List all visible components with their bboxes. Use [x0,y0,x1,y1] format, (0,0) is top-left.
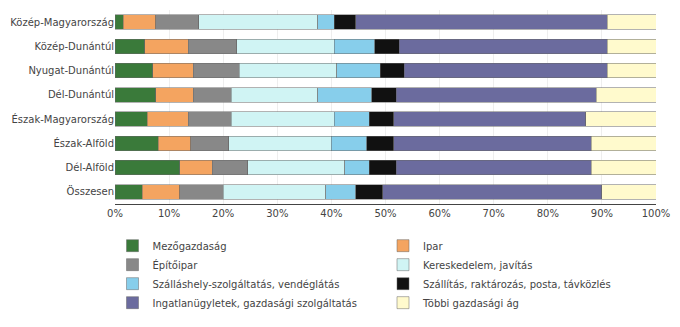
svg-text:Dél-Dunántúl: Dél-Dunántúl [48,89,114,100]
svg-text:70%: 70% [483,208,505,219]
svg-text:Dél-Alföld: Dél-Alföld [66,162,114,173]
svg-text:Közép-Magyarország: Közép-Magyarország [10,17,114,28]
svg-text:Észak-Alföld: Észak-Alföld [54,137,114,149]
svg-text:80%: 80% [537,208,559,219]
svg-text:Közép-Dunántúl: Közép-Dunántúl [35,41,114,52]
svg-text:60%: 60% [428,208,450,219]
svg-text:Kereskedelem, javítás: Kereskedelem, javítás [423,260,532,271]
svg-text:30%: 30% [266,208,288,219]
svg-text:Építőipar: Építőipar [153,259,199,271]
svg-text:Szállítás, raktározás, posta,: Szállítás, raktározás, posta, távközlés [423,279,611,290]
svg-text:50%: 50% [374,208,396,219]
svg-text:Ingatlanügyletek, gazdasági sz: Ingatlanügyletek, gazdasági szolgáltatás [153,298,357,309]
svg-text:Összesen: Összesen [67,185,114,197]
svg-text:0%: 0% [107,208,123,219]
svg-text:20%: 20% [212,208,234,219]
svg-text:Ipar: Ipar [423,241,443,252]
svg-text:Észak-Magyarország: Észak-Magyarország [11,113,114,125]
svg-text:Többi gazdasági ág: Többi gazdasági ág [422,298,519,309]
svg-text:10%: 10% [158,208,180,219]
svg-text:100%: 100% [642,208,671,219]
svg-text:90%: 90% [591,208,613,219]
svg-text:40%: 40% [320,208,342,219]
svg-text:Mezőgazdaság: Mezőgazdaság [153,241,227,252]
svg-text:Szálláshely-szolgáltatás, vend: Szálláshely-szolgáltatás, vendéglátás [153,279,340,290]
svg-text:Nyugat-Dunántúl: Nyugat-Dunántúl [28,65,114,76]
